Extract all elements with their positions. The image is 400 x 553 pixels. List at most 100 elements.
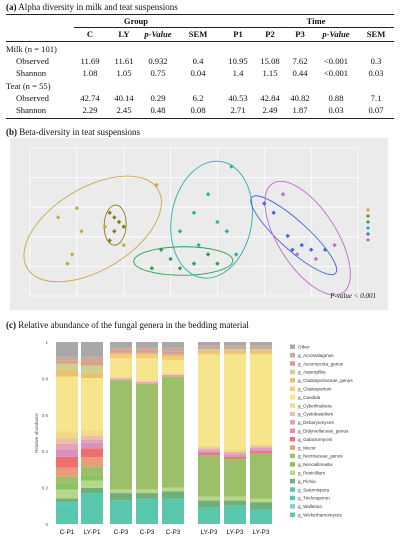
- bar-segment: [224, 354, 246, 450]
- column-header: P3: [295, 29, 305, 39]
- bar-segment: [81, 457, 103, 467]
- panel-c-title: (c) Relative abundance of the fungal gen…: [6, 320, 249, 330]
- row-label: Observed: [16, 93, 49, 103]
- panel-a-title: (a) Alpha diversity in milk and teat sus…: [6, 2, 178, 12]
- column-header: LY: [118, 29, 130, 39]
- bar-segment: [110, 376, 132, 379]
- bar-segment: [162, 347, 184, 352]
- bar-segment: [136, 347, 158, 350]
- table-rule: [6, 41, 394, 42]
- bar-segment: [110, 358, 132, 377]
- bar-segment: [198, 496, 220, 501]
- bar-segment: [198, 354, 220, 446]
- panel-c-letter: (c): [6, 320, 16, 330]
- legend-swatch: [290, 453, 295, 459]
- column-header: P2: [265, 29, 275, 39]
- data-point: [205, 252, 211, 257]
- bar-segment: [224, 349, 246, 352]
- data-point: [121, 224, 126, 229]
- legend-swatch: [366, 232, 370, 236]
- legend-swatch: [366, 220, 370, 224]
- group-ellipse: [170, 160, 253, 279]
- y-tick-label: 1: [45, 340, 48, 345]
- bar-segment: [198, 349, 220, 352]
- bar-segment: [110, 500, 132, 524]
- bar-segment: [81, 493, 103, 497]
- table-cell: 1.15: [262, 68, 278, 78]
- table-cell: 0.04: [190, 68, 206, 78]
- bar-segment: [136, 382, 158, 384]
- bar-segment: [224, 342, 246, 346]
- legend-swatch: [290, 411, 295, 417]
- table-cell: 1.05: [116, 68, 132, 78]
- legend-swatch: [366, 226, 370, 230]
- panel-b-title: (b) Beta-diversity in teat suspensions: [6, 127, 140, 137]
- bar-segment: [136, 380, 158, 383]
- column-header: C: [86, 29, 94, 39]
- bar-segment: [136, 358, 158, 381]
- y-tick-label: 0.8: [42, 376, 49, 381]
- bar-segment: [250, 347, 272, 350]
- table-rule: [6, 14, 394, 15]
- bar-segment: [162, 491, 184, 499]
- legend-label: g_Ascomycota_genus: [298, 361, 344, 366]
- legend-swatch: [366, 208, 370, 212]
- legend-swatch: [290, 378, 295, 383]
- bar-segment: [162, 498, 184, 524]
- bar-segment: [250, 351, 272, 353]
- legend-swatch: [290, 478, 295, 484]
- bar-segment: [250, 445, 272, 448]
- table-cell: 0.03: [328, 105, 344, 115]
- bar-segment: [110, 342, 132, 348]
- bar-segment: [81, 496, 103, 524]
- bar-segment: [198, 347, 220, 350]
- group-ellipse: [23, 175, 162, 283]
- data-point: [233, 252, 239, 257]
- bar-segment: [250, 349, 272, 352]
- data-point: [112, 229, 117, 234]
- bar-label: C-P3: [140, 529, 155, 536]
- column-header: P1: [233, 29, 243, 39]
- data-point: [332, 242, 337, 248]
- bar-segment: [56, 456, 78, 468]
- bar-segment: [81, 487, 103, 494]
- data-point: [294, 252, 300, 257]
- group-ellipse: [264, 180, 351, 296]
- table-cell: 7.1: [370, 93, 382, 103]
- bar-segment: [198, 453, 220, 455]
- data-point: [159, 247, 164, 252]
- table-cell: 2.49: [262, 105, 278, 115]
- legend-label: g_Neocallimastix: [298, 462, 333, 467]
- bar-segment: [224, 351, 246, 353]
- panel-c-title-text: Relative abundance of the fungal genera …: [16, 320, 249, 330]
- bar-segment: [56, 476, 78, 484]
- bar-segment: [110, 493, 132, 501]
- relative-abundance-svg: 0 0.2 0.4 0.6 0.8 1 Relative abundance C-P1 LY-P…: [34, 340, 353, 536]
- table-cell: 1.08: [82, 68, 98, 78]
- legend-label: g_Penicillium: [298, 471, 325, 476]
- data-point: [74, 205, 80, 211]
- pvalue-annotation: P-value < 0.001: [330, 292, 376, 300]
- legend-swatch: [366, 238, 370, 242]
- bar-segment: [162, 376, 184, 488]
- table-cell: 1.4: [232, 68, 244, 78]
- bar-segment: [81, 442, 103, 449]
- table-cell: 0.88: [328, 93, 344, 103]
- bar-segment: [56, 489, 78, 499]
- data-point: [177, 229, 183, 234]
- table-cell: 1.87: [292, 105, 308, 115]
- table-cell: 11.61: [114, 56, 134, 66]
- table-cell: 40.14: [114, 93, 134, 103]
- bar-segment: [110, 378, 132, 381]
- table-cell: 2.71: [230, 105, 246, 115]
- bar-segment: [224, 496, 246, 501]
- bar-segment: [224, 454, 246, 457]
- bar-segment: [81, 480, 103, 488]
- column-header: SEM: [188, 29, 208, 39]
- table-cell: 0.29: [150, 93, 166, 103]
- bar-segment: [198, 345, 220, 348]
- legend-swatch: [290, 344, 295, 349]
- bar-segment: [250, 502, 272, 510]
- bar-segment: [162, 354, 184, 357]
- legend-swatch: [290, 352, 295, 358]
